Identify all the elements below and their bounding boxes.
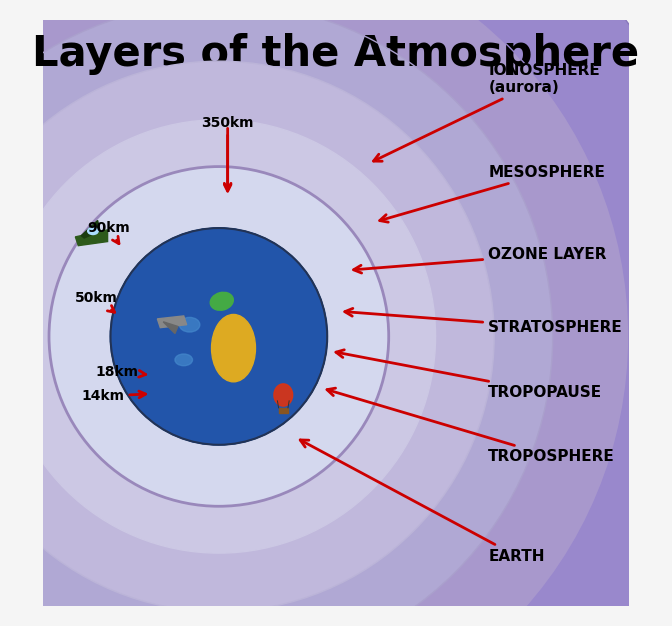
Ellipse shape [175, 354, 192, 366]
Circle shape [2, 120, 435, 553]
Text: TROPOPAUSE: TROPOPAUSE [336, 350, 602, 399]
Circle shape [110, 228, 327, 445]
Ellipse shape [274, 384, 293, 406]
Ellipse shape [179, 317, 200, 332]
Polygon shape [157, 316, 187, 327]
Circle shape [0, 0, 629, 626]
Ellipse shape [87, 227, 98, 235]
Text: 350km: 350km [202, 116, 254, 190]
Polygon shape [81, 220, 100, 238]
Text: 18km: 18km [96, 364, 146, 379]
Text: 14km: 14km [81, 389, 146, 403]
Text: EARTH: EARTH [300, 440, 545, 563]
Circle shape [49, 167, 388, 506]
Polygon shape [279, 408, 288, 413]
Circle shape [110, 228, 327, 445]
Text: OZONE LAYER: OZONE LAYER [353, 247, 607, 273]
Text: STRATOSPHERE: STRATOSPHERE [345, 309, 623, 335]
Text: MESOSPHERE: MESOSPHERE [380, 165, 605, 222]
Text: 90km: 90km [87, 221, 130, 244]
Polygon shape [75, 230, 108, 245]
Ellipse shape [212, 314, 255, 382]
Text: TROPOSPHERE: TROPOSPHERE [327, 388, 615, 464]
Circle shape [110, 228, 327, 445]
Circle shape [0, 61, 494, 612]
Circle shape [0, 3, 552, 626]
Polygon shape [163, 322, 178, 334]
Text: IONOSPHERE
(aurora): IONOSPHERE (aurora) [374, 63, 600, 162]
Text: Layers of the Atmosphere: Layers of the Atmosphere [32, 33, 640, 75]
Text: 50km: 50km [75, 291, 118, 312]
Ellipse shape [210, 292, 233, 310]
